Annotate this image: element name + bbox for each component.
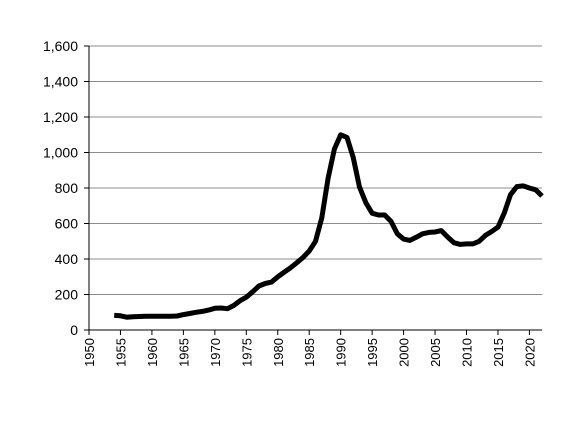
axes xyxy=(84,45,542,335)
x-tick-label: 1980 xyxy=(271,338,286,367)
y-tick-label: 200 xyxy=(55,287,79,303)
x-tick-label: 1990 xyxy=(334,338,349,367)
y-tick-labels: 0 200 400 600 800 1,000 1,200 1,400 1,600 xyxy=(43,38,78,338)
x-tick-label: 1965 xyxy=(176,338,191,367)
x-tick-label: 1950 xyxy=(82,338,97,367)
x-tick-labels: 1950 1955 1960 1965 1970 1975 1980 1985 1990 1995… xyxy=(82,338,537,367)
y-tick-label: 1,200 xyxy=(43,109,78,125)
y-tick-label: 800 xyxy=(55,180,79,196)
x-tick-label: 1995 xyxy=(365,338,380,367)
y-tick-label: 0 xyxy=(70,322,78,338)
x-tick-label: 1970 xyxy=(208,338,223,367)
x-tick-label: 1960 xyxy=(145,338,160,367)
x-tick-label: 2010 xyxy=(460,338,475,367)
x-tick-label: 2000 xyxy=(397,338,412,367)
x-tick-label: 2015 xyxy=(491,338,506,367)
x-tick-label: 1975 xyxy=(239,338,254,367)
y-tick-label: 1,400 xyxy=(43,74,78,90)
y-tick-label: 1,000 xyxy=(43,145,78,161)
y-tick-label: 600 xyxy=(55,216,79,232)
x-tick-label: 1955 xyxy=(113,338,128,367)
series-layer xyxy=(114,132,544,320)
y-tick-label: 400 xyxy=(55,251,79,267)
gridlines xyxy=(89,45,542,295)
x-tick-label: 1985 xyxy=(302,338,317,367)
series-line xyxy=(114,132,544,320)
x-tick-label: 2020 xyxy=(522,338,537,367)
y-tick-label: 1,600 xyxy=(43,38,78,54)
x-tick-label: 2005 xyxy=(428,338,443,367)
